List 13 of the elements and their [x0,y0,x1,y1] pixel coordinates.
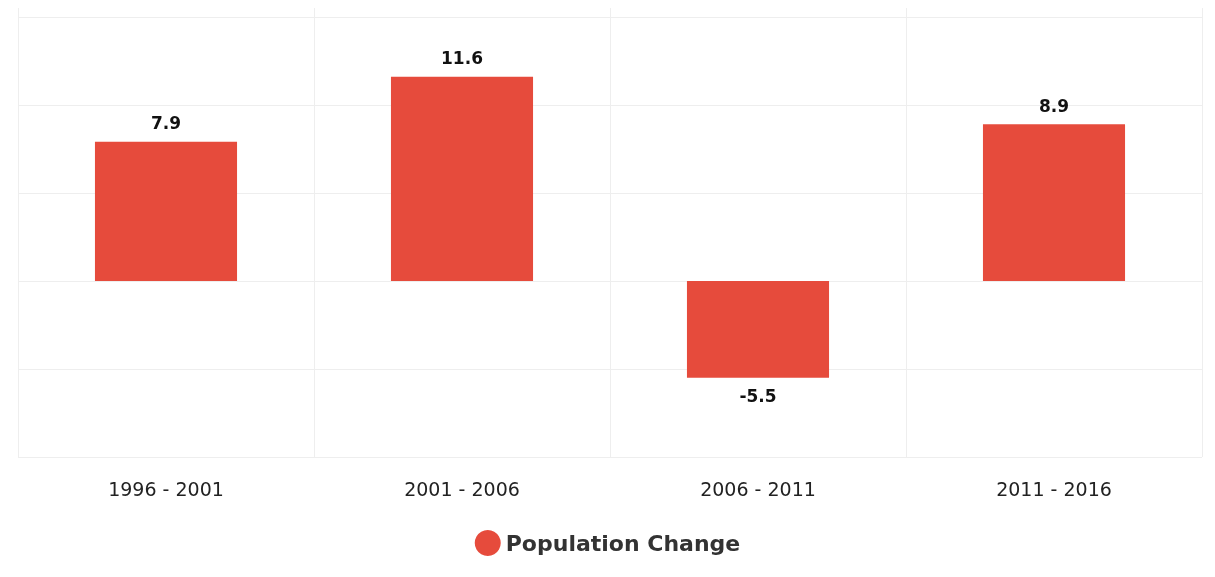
legend-label: Population Change [505,530,741,556]
x-tick-label: 2001 - 2006 [404,477,520,500]
bar [686,280,830,378]
bar [390,76,534,281]
data-label: 7.9 [150,113,182,134]
data-label: 8.9 [1038,95,1070,116]
bar [94,141,238,281]
data-label: -5.5 [739,386,777,407]
x-tick-label: 2006 - 2011 [700,477,816,500]
bar [982,124,1126,281]
x-tick-label: 1996 - 2001 [108,477,224,500]
data-label: 11.6 [441,48,483,69]
x-tick-label: 2011 - 2016 [996,477,1112,500]
